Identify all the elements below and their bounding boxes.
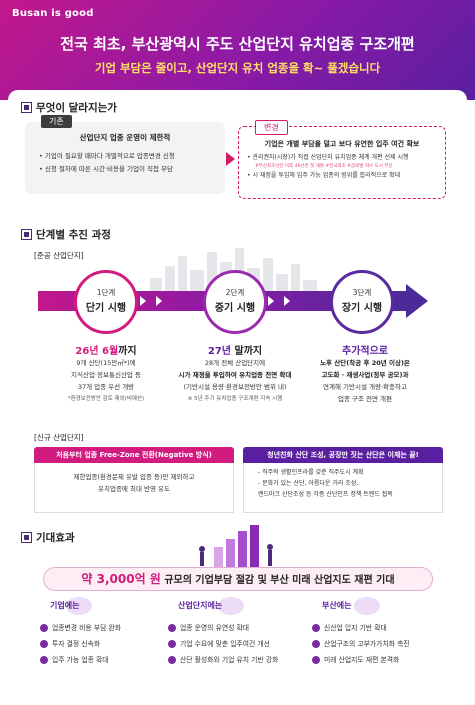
- list-item: • 신청 절차에 따른 시간·비용을 기업이 직접 부담: [39, 165, 173, 173]
- list-item: 산업구조의 고부가가치화 촉진: [312, 636, 452, 652]
- effects-busan: 부산에는 신산업 입지 기반 확대 산업구조의 고부가가치화 촉진 미래 산업지…: [312, 600, 452, 668]
- existing-complex-label: [준공 산업단지]: [34, 251, 84, 260]
- stage-3-circle: 3단계 장기 시행: [330, 270, 394, 334]
- square-bullet-icon: [21, 229, 32, 240]
- chevron-right-icon: [268, 296, 274, 306]
- section-heading-effects: 기대효과: [21, 530, 75, 545]
- stage-2-details: 27년 말까지 28개 전체 산업단지에 시가 재정을 투입하여 유치업종 전면…: [178, 346, 292, 402]
- list-item: 업종 운영의 유연성 확대: [168, 620, 308, 636]
- check-icon: [40, 656, 48, 664]
- list-item: 입주 가능 업종 확대: [40, 652, 180, 668]
- chevron-right-icon: [140, 296, 146, 306]
- check-icon: [312, 624, 320, 632]
- check-icon: [40, 624, 48, 632]
- new-tag: 변경: [255, 120, 288, 135]
- old-lead: 산업단지 업종 운영이 제한적: [79, 133, 171, 142]
- list-item: 미래 산업지도 재편 본격화: [312, 652, 452, 668]
- list-item: • 시 재정을 투입해 입주 가능 업종의 범위를 합리적으로 확대: [247, 172, 401, 179]
- busan-logo: Busan is good: [12, 8, 94, 19]
- list-item: • 관리권자(시장)가 직접 산업단지 유치업종 체계 개편 선제 시행: [247, 154, 409, 161]
- building-icon: [66, 597, 92, 615]
- growth-bars-illustration: [199, 525, 273, 567]
- new-system-box: 변경 기업은 개별 부담을 덜고 보다 유연한 입주 여건 확보 • 관리권자(…: [238, 120, 446, 199]
- list-item: • 기업이 필요할 때마다 개별적으로 업종변경 신청: [39, 152, 175, 160]
- stage-1-details: 26년 6월까지 9개 산단(15만㎡*)에 지식산업·정보통신산업 등 37개…: [67, 346, 145, 402]
- new-lead: 기업은 개별 부담을 덜고 보다 유연한 입주 여건 확보: [264, 140, 420, 148]
- check-icon: [312, 656, 320, 664]
- youth-complex-box: 청년친화 산단 조성, 공장만 짓는 산단은 이제는 끝! - 직주락 생활인프…: [243, 447, 443, 513]
- check-icon: [40, 640, 48, 648]
- list-item: 신산업 입지 기반 확대: [312, 620, 452, 636]
- section-heading-changes: 무엇이 달라지는가: [21, 100, 117, 115]
- header-banner: Busan is good 전국 최초, 부산광역시 주도 산업단지 유치업종 …: [0, 0, 475, 100]
- old-tag: 기존: [41, 115, 72, 128]
- list-item: 투자 결정 신속화: [40, 636, 180, 652]
- check-icon: [312, 640, 320, 648]
- check-icon: [168, 640, 176, 648]
- stage-3-details: 추가적으로 노후 산단(착공 후 20년 이상)은 고도화 · 재생사업(정부 …: [320, 346, 410, 403]
- new-complex-label: [신규 산업단지]: [34, 433, 84, 442]
- chevron-right-icon: [284, 296, 290, 306]
- effects-companies: 기업에는 업종변경 비용 부담 완화 투자 결정 신속화 입주 가능 업종 확대: [40, 600, 180, 668]
- chevron-right-icon: [156, 296, 162, 306]
- old-system-box: 기존 산업단지 업종 운영이 제한적 • 기업이 필요할 때마다 개별적으로 업…: [25, 115, 225, 194]
- savings-banner: 약 3,000억 원 규모의 기업부담 절감 및 부산 미래 산업지도 재편 기…: [43, 567, 433, 591]
- list-item: 업종변경 비용 부담 완화: [40, 620, 180, 636]
- stage-1-circle: 1단계 단기 시행: [74, 270, 138, 334]
- sub-title: 기업 부담은 줄이고, 산업단지 유치 업종을 확~ 풀겠습니다: [94, 61, 381, 75]
- arrow-right-icon: [226, 152, 235, 166]
- gear-icon: [218, 597, 244, 615]
- stage-2-circle: 2단계 중기 시행: [203, 270, 267, 334]
- chart-icon: [354, 597, 380, 615]
- main-title: 전국 최초, 부산광역시 주도 산업단지 유치업종 구조개편: [60, 35, 415, 53]
- square-bullet-icon: [21, 102, 32, 113]
- list-item: 산단 활성화와 기업 유치 기반 강화: [168, 652, 308, 668]
- effects-complexes: 산업단지에는 업종 운영의 유연성 확대 기업 수요에 맞춘 입주여건 개선 산…: [168, 600, 308, 668]
- hashtag-note: #부산최초산단 이후 46년만 첫 개편 #전국최초 #글로벌 허브 도시 부산: [255, 164, 393, 169]
- list-item: 기업 수요에 맞춘 입주여건 개선: [168, 636, 308, 652]
- section-heading-process: 단계별 추진 과정: [21, 227, 111, 242]
- check-icon: [168, 624, 176, 632]
- check-icon: [168, 656, 176, 664]
- square-bullet-icon: [21, 532, 32, 543]
- free-zone-box: 처음부터 업종 Free-Zone 전환(Negative 방식) 제한업종(환…: [34, 447, 234, 513]
